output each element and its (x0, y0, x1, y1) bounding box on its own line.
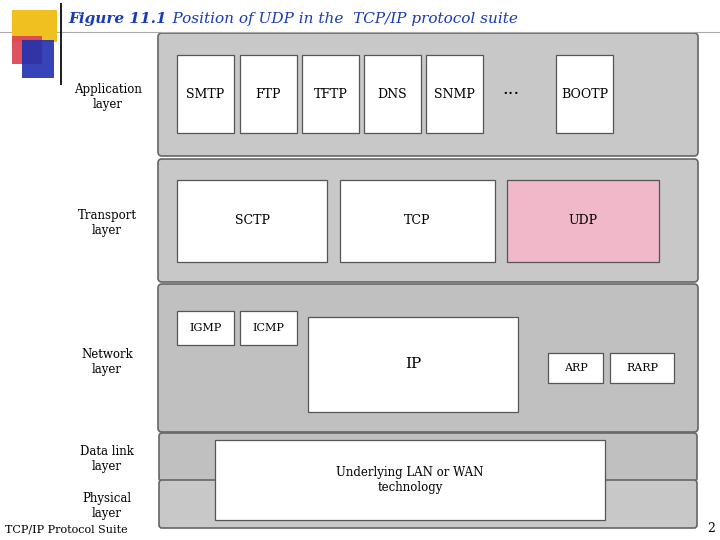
FancyBboxPatch shape (159, 433, 697, 481)
Bar (240, 311, 297, 345)
Bar (177, 180, 327, 262)
Bar (177, 55, 234, 133)
Bar (340, 180, 495, 262)
Text: IP: IP (405, 357, 421, 372)
Text: 2: 2 (707, 522, 715, 535)
Text: Transport
layer: Transport layer (78, 209, 137, 237)
FancyBboxPatch shape (158, 33, 698, 156)
Bar (12, 36, 42, 64)
Text: Network
layer: Network layer (81, 348, 133, 376)
Text: ICMP: ICMP (253, 323, 284, 333)
Bar (507, 180, 659, 262)
Text: FTP: FTP (256, 87, 282, 100)
Text: TCP/IP Protocol Suite: TCP/IP Protocol Suite (5, 525, 127, 535)
Text: SCTP: SCTP (235, 214, 269, 227)
Text: Figure 11.1: Figure 11.1 (68, 12, 166, 26)
FancyBboxPatch shape (158, 284, 698, 432)
Bar (308, 317, 518, 412)
Bar (610, 353, 674, 383)
Text: ARP: ARP (564, 363, 588, 373)
Text: TCP: TCP (404, 214, 431, 227)
Text: UDP: UDP (568, 214, 598, 227)
Bar (177, 311, 234, 345)
Text: ···: ··· (503, 85, 520, 103)
Bar (556, 55, 613, 133)
Bar (215, 440, 605, 520)
Text: DNS: DNS (378, 87, 408, 100)
FancyBboxPatch shape (159, 480, 697, 528)
FancyBboxPatch shape (158, 159, 698, 282)
Text: BOOTP: BOOTP (561, 87, 608, 100)
Bar (426, 55, 483, 133)
Text: SMTP: SMTP (186, 87, 225, 100)
Bar (240, 55, 297, 133)
Text: TFTP: TFTP (314, 87, 348, 100)
Text: SNMP: SNMP (434, 87, 475, 100)
Text: Application
layer: Application layer (74, 83, 142, 111)
Text: IGMP: IGMP (189, 323, 222, 333)
Text: RARP: RARP (626, 363, 658, 373)
Bar (12, 10, 57, 42)
Bar (364, 55, 421, 133)
Text: Position of UDP in the  TCP/IP protocol suite: Position of UDP in the TCP/IP protocol s… (153, 12, 518, 26)
Bar (548, 353, 603, 383)
Bar (22, 40, 54, 78)
Text: Data link
layer: Data link layer (80, 445, 134, 473)
Bar (302, 55, 359, 133)
Text: Underlying LAN or WAN
technology: Underlying LAN or WAN technology (336, 466, 484, 494)
Bar (60, 3, 62, 85)
Text: Physical
layer: Physical layer (82, 492, 132, 520)
